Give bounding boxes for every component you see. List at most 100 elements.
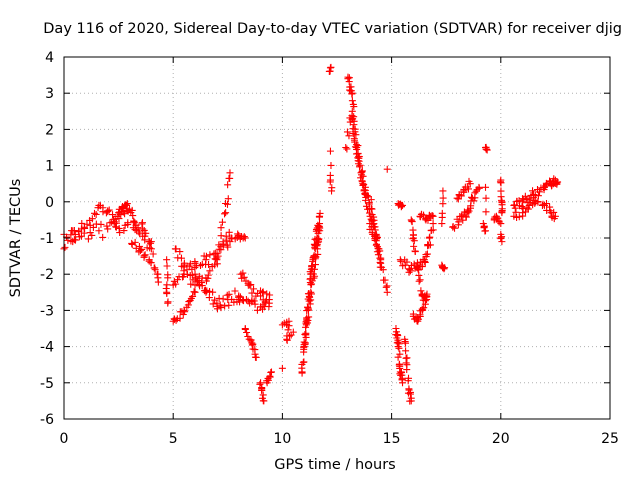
data-point: [402, 359, 410, 367]
data-point: [495, 218, 503, 226]
y-tick-label: -3: [40, 303, 54, 319]
data-point: [121, 210, 129, 218]
data-point: [368, 205, 376, 213]
data-point: [226, 169, 234, 177]
data-point: [147, 239, 155, 247]
data-point: [411, 247, 419, 255]
data-point: [265, 299, 273, 307]
data-point: [109, 211, 117, 219]
data-point: [259, 391, 267, 399]
data-point: [258, 386, 266, 394]
data-point: [301, 339, 309, 347]
data-point: [223, 200, 231, 208]
data-point: [248, 339, 256, 347]
data-point: [395, 344, 403, 352]
data-point: [104, 207, 112, 215]
data-point: [174, 276, 182, 284]
data-point: [188, 265, 196, 273]
data-point: [243, 329, 251, 337]
data-point: [350, 136, 358, 144]
data-point: [307, 281, 315, 289]
data-point: [241, 325, 249, 332]
data-point: [466, 180, 474, 188]
data-point: [132, 221, 140, 229]
y-tick-label: -5: [40, 376, 54, 392]
data-point: [497, 230, 505, 238]
data-point: [121, 221, 129, 229]
data-point: [309, 270, 317, 278]
data-point: [130, 217, 138, 225]
data-point: [263, 379, 271, 387]
data-point: [462, 213, 470, 221]
data-point: [191, 270, 199, 278]
data-point: [490, 216, 498, 224]
data-point: [206, 251, 214, 259]
data-point: [420, 211, 428, 219]
data-point: [310, 252, 318, 260]
data-point: [235, 296, 243, 304]
data-point: [363, 191, 371, 199]
data-point: [259, 288, 267, 296]
data-point: [86, 229, 94, 237]
y-tick-label: 0: [45, 195, 54, 211]
y-tick-label: 2: [45, 122, 54, 138]
data-point: [95, 201, 103, 209]
data-point: [180, 306, 188, 314]
data-point: [210, 250, 218, 258]
data-point: [209, 288, 217, 296]
data-point: [224, 195, 232, 203]
data-point: [345, 132, 353, 140]
data-point: [439, 187, 447, 195]
data-point: [540, 201, 548, 209]
data-point: [479, 220, 487, 228]
data-point: [383, 282, 391, 290]
data-point: [305, 313, 313, 321]
data-point: [300, 358, 308, 366]
data-point: [250, 285, 258, 293]
data-point: [344, 75, 352, 83]
axis-ticks: [63, 56, 611, 420]
data-point: [123, 201, 131, 209]
data-point: [302, 331, 310, 339]
data-point: [221, 210, 229, 218]
data-point: [115, 215, 123, 223]
data-point: [225, 301, 233, 309]
data-point: [67, 237, 75, 245]
data-point: [420, 256, 428, 264]
data-point: [498, 238, 506, 246]
data-point: [310, 274, 318, 282]
y-tick-label: 3: [45, 86, 54, 102]
data-point: [257, 303, 265, 311]
data-point: [464, 185, 472, 193]
data-point: [69, 238, 77, 246]
data-point: [241, 234, 249, 242]
data-point: [468, 194, 476, 202]
data-point: [480, 224, 488, 232]
data-point: [415, 277, 423, 285]
data-point: [524, 205, 532, 213]
data-point: [404, 377, 412, 385]
data-point: [316, 220, 324, 228]
data-point: [354, 149, 362, 157]
data-point: [77, 232, 85, 240]
data-point: [105, 206, 113, 214]
data-point: [221, 302, 229, 310]
data-point: [151, 266, 159, 274]
data-point: [409, 310, 417, 318]
data-point: [169, 281, 177, 289]
data-point: [308, 262, 316, 270]
data-point: [492, 212, 500, 220]
data-point: [205, 261, 213, 269]
data-point: [497, 220, 505, 228]
data-point: [466, 204, 474, 212]
data-point: [416, 276, 424, 284]
data-point: [326, 64, 334, 72]
data-point: [539, 200, 547, 208]
data-point: [418, 306, 426, 314]
data-point: [457, 212, 465, 220]
data-point: [176, 314, 184, 322]
x-tick-label: 5: [169, 431, 178, 447]
data-point: [454, 195, 462, 203]
data-point: [222, 236, 230, 244]
data-point: [237, 270, 245, 278]
